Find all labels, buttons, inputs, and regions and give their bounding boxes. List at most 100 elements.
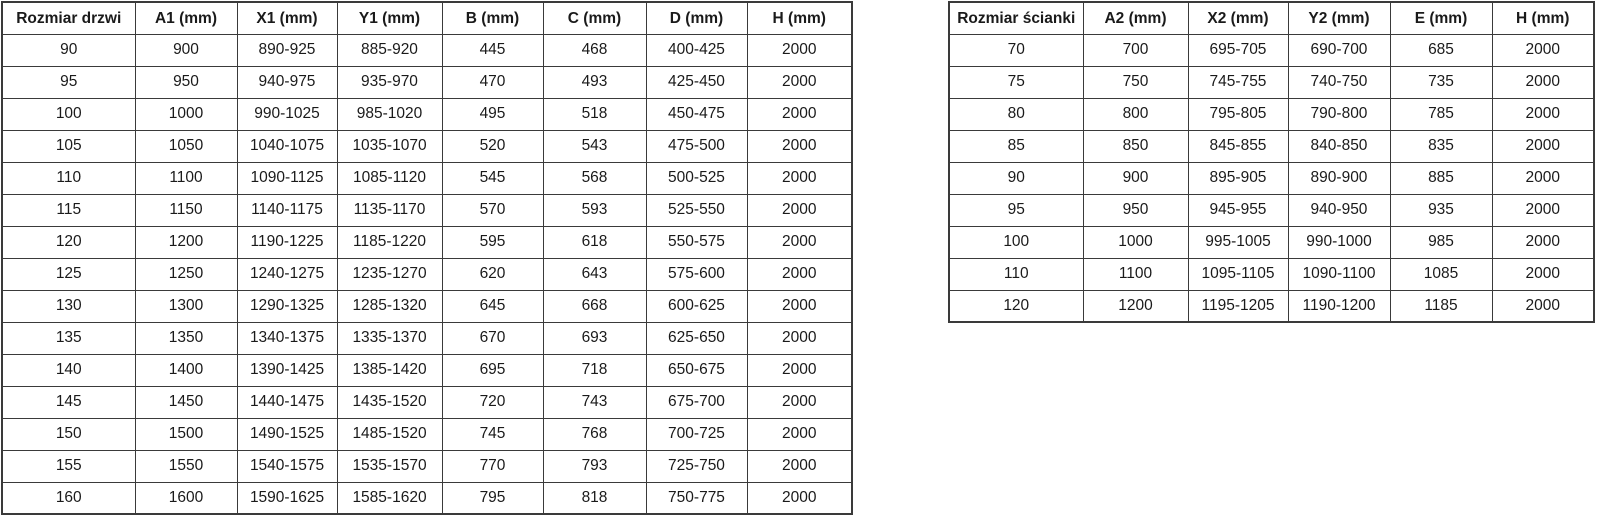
table-cell: 120 — [1, 225, 136, 259]
table-cell: 625-650 — [645, 321, 748, 355]
table-row: 95 950 945-955 940-950 935 2000 — [948, 193, 1595, 227]
table-cell: 685 — [1389, 33, 1493, 67]
column-header: H (mm) — [746, 1, 853, 35]
table-cell: 593 — [542, 193, 647, 227]
table-cell: 95 — [1, 65, 136, 99]
table-cell: 1440-1475 — [236, 385, 338, 419]
table-cell: 1300 — [134, 289, 238, 323]
table-row: 90 900 895-905 890-900 885 2000 — [948, 161, 1595, 195]
table-cell: 745-755 — [1187, 65, 1289, 99]
table-cell: 1000 — [1082, 225, 1189, 259]
table-cell: 1100 — [134, 161, 238, 195]
table-cell: 743 — [542, 385, 647, 419]
table-cell: 1250 — [134, 257, 238, 291]
table-cell: 885-920 — [336, 33, 443, 67]
table-cell: 700-725 — [645, 417, 748, 451]
table-cell: 500-525 — [645, 161, 748, 195]
table-cell: 675-700 — [645, 385, 748, 419]
table-cell: 1535-1570 — [336, 449, 443, 483]
table-cell: 795-805 — [1187, 97, 1289, 131]
table-cell: 845-855 — [1187, 129, 1289, 163]
table-cell: 693 — [542, 321, 647, 355]
table-row: 100 1000 995-1005 990-1000 985 2000 — [948, 225, 1595, 259]
table-cell: 1000 — [134, 97, 238, 131]
table-cell: 1500 — [134, 417, 238, 451]
wall-size-table: Rozmiar ścianki A2 (mm) X2 (mm) Y2 (mm) E (m… — [948, 1, 1595, 323]
table-cell: 155 — [1, 449, 136, 483]
table-cell: 100 — [948, 225, 1084, 259]
table-cell: 1540-1575 — [236, 449, 338, 483]
table-cell: 840-850 — [1287, 129, 1391, 163]
table-cell: 1485-1520 — [336, 417, 443, 451]
table-cell: 1090-1100 — [1287, 257, 1391, 291]
table-cell: 2000 — [1491, 65, 1595, 99]
table-row: 125 1250 1240-1275 1235-1270 620 643 575-600 20… — [1, 257, 853, 291]
table-cell: 1095-1105 — [1187, 257, 1289, 291]
table-cell: 2000 — [746, 257, 853, 291]
table-cell: 990-1025 — [236, 97, 338, 131]
table-cell: 550-575 — [645, 225, 748, 259]
table-cell: 80 — [948, 97, 1084, 131]
table-cell: 1185 — [1389, 289, 1493, 323]
table-cell: 568 — [542, 161, 647, 195]
table-cell: 950 — [134, 65, 238, 99]
table-cell: 643 — [542, 257, 647, 291]
table-cell: 1290-1325 — [236, 289, 338, 323]
table-cell: 1285-1320 — [336, 289, 443, 323]
table-cell: 1040-1075 — [236, 129, 338, 163]
table-cell: 885 — [1389, 161, 1493, 195]
table-cell: 768 — [542, 417, 647, 451]
table-cell: 595 — [441, 225, 544, 259]
table-cell: 2000 — [746, 65, 853, 99]
table-cell: 695-705 — [1187, 33, 1289, 67]
table-cell: 1490-1525 — [236, 417, 338, 451]
table-cell: 945-955 — [1187, 193, 1289, 227]
table-cell: 985 — [1389, 225, 1493, 259]
table-cell: 795 — [441, 481, 544, 515]
table-row: 110 1100 1095-1105 1090-1100 1085 2000 — [948, 257, 1595, 291]
table-cell: 1185-1220 — [336, 225, 443, 259]
table-cell: 1390-1425 — [236, 353, 338, 387]
table-cell: 2000 — [1491, 97, 1595, 131]
table-cell: 2000 — [746, 33, 853, 67]
table-row: 155 1550 1540-1575 1535-1570 770 793 725-750 20… — [1, 449, 853, 483]
table-cell: 525-550 — [645, 193, 748, 227]
table-cell: 160 — [1, 481, 136, 515]
table-cell: 745 — [441, 417, 544, 451]
column-header: A1 (mm) — [134, 1, 238, 35]
table-cell: 725-750 — [645, 449, 748, 483]
table-cell: 990-1000 — [1287, 225, 1391, 259]
column-header: X1 (mm) — [236, 1, 338, 35]
table-row: 105 1050 1040-1075 1035-1070 520 543 475-500 20… — [1, 129, 853, 163]
table-cell: 1085-1120 — [336, 161, 443, 195]
table-cell: 150 — [1, 417, 136, 451]
table-cell: 1235-1270 — [336, 257, 443, 291]
table-cell: 70 — [948, 33, 1084, 67]
table-cell: 985-1020 — [336, 97, 443, 131]
table-cell: 2000 — [746, 129, 853, 163]
table-row: 70 700 695-705 690-700 685 2000 — [948, 33, 1595, 67]
table-cell: 1200 — [134, 225, 238, 259]
table-cell: 800 — [1082, 97, 1189, 131]
table-cell: 470 — [441, 65, 544, 99]
table-cell: 1085 — [1389, 257, 1493, 291]
table-cell: 770 — [441, 449, 544, 483]
table-cell: 818 — [542, 481, 647, 515]
table-cell: 720 — [441, 385, 544, 419]
table-row: 115 1150 1140-1175 1135-1170 570 593 525-550 20… — [1, 193, 853, 227]
table-row: 110 1100 1090-1125 1085-1120 545 568 500-525 20… — [1, 161, 853, 195]
table-cell: 2000 — [1491, 161, 1595, 195]
table-cell: 1590-1625 — [236, 481, 338, 515]
table-cell: 1435-1520 — [336, 385, 443, 419]
table-cell: 75 — [948, 65, 1084, 99]
table-cell: 145 — [1, 385, 136, 419]
table-cell: 690-700 — [1287, 33, 1391, 67]
table-row: 85 850 845-855 840-850 835 2000 — [948, 129, 1595, 163]
table-cell: 2000 — [746, 321, 853, 355]
table-cell: 2000 — [1491, 225, 1595, 259]
table-cell: 1385-1420 — [336, 353, 443, 387]
table-cell: 2000 — [1491, 289, 1595, 323]
table-row: 75 750 745-755 740-750 735 2000 — [948, 65, 1595, 99]
table-cell: 1450 — [134, 385, 238, 419]
